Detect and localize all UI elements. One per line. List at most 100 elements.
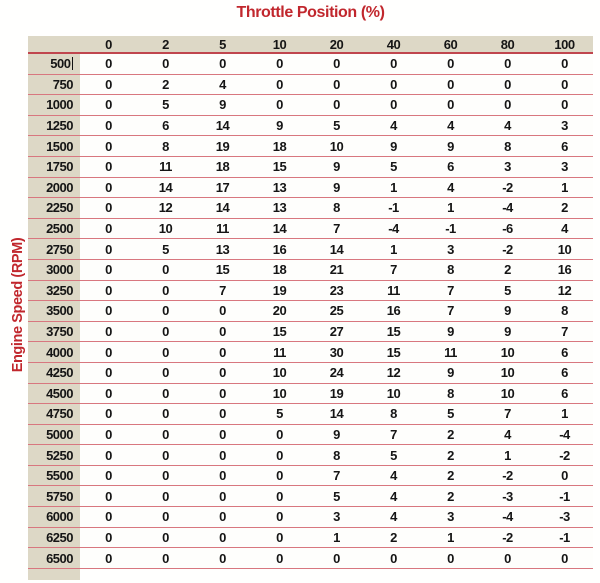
map-cell[interactable]: 4: [504, 118, 511, 134]
map-cell[interactable]: 1: [504, 447, 511, 463]
map-cell[interactable]: 0: [447, 550, 454, 566]
map-cell[interactable]: 0: [219, 385, 226, 401]
map-cell[interactable]: 3: [447, 509, 454, 525]
map-cell[interactable]: 0: [561, 550, 568, 566]
map-cell[interactable]: 5: [333, 118, 340, 134]
map-cell[interactable]: 0: [162, 385, 169, 401]
map-cell[interactable]: 0: [105, 488, 112, 504]
map-cell[interactable]: 0: [105, 282, 112, 298]
map-cell[interactable]: 0: [219, 550, 226, 566]
map-cell[interactable]: 0: [105, 221, 112, 237]
map-cell[interactable]: 0: [162, 406, 169, 422]
map-cell[interactable]: 0: [504, 56, 511, 72]
map-cell[interactable]: 15: [272, 324, 287, 340]
map-cell[interactable]: 13: [272, 200, 287, 216]
map-cell[interactable]: 0: [333, 76, 340, 92]
map-cell[interactable]: -1: [388, 200, 399, 216]
map-cell[interactable]: 4: [219, 76, 226, 92]
map-cell[interactable]: 0: [105, 447, 112, 463]
map-cell[interactable]: 0: [276, 97, 283, 113]
map-cell[interactable]: 0: [276, 488, 283, 504]
map-cell[interactable]: 25: [329, 303, 344, 319]
map-cell[interactable]: 0: [105, 76, 112, 92]
map-cell[interactable]: 1: [333, 529, 340, 545]
map-cell[interactable]: -4: [559, 426, 570, 442]
map-cell[interactable]: 0: [162, 488, 169, 504]
map-cell[interactable]: 0: [105, 159, 112, 175]
map-cell[interactable]: 0: [162, 529, 169, 545]
map-cell[interactable]: 7: [561, 324, 568, 340]
map-cell[interactable]: 18: [272, 138, 287, 154]
map-cell[interactable]: 10: [272, 385, 287, 401]
map-cell[interactable]: 8: [333, 200, 340, 216]
map-cell[interactable]: 10: [500, 365, 515, 381]
map-cell[interactable]: 0: [390, 76, 397, 92]
map-cell[interactable]: 0: [276, 468, 283, 484]
map-cell[interactable]: 2: [447, 468, 454, 484]
map-cell[interactable]: 14: [215, 118, 230, 134]
map-cell[interactable]: 0: [162, 303, 169, 319]
map-cell[interactable]: 4: [390, 488, 397, 504]
map-cell[interactable]: 10: [557, 241, 572, 257]
map-cell[interactable]: 11: [273, 344, 286, 360]
map-cell[interactable]: 16: [386, 303, 401, 319]
map-cell[interactable]: 3: [333, 509, 340, 525]
map-cell[interactable]: 2: [447, 488, 454, 504]
map-cell[interactable]: 9: [390, 138, 397, 154]
map-cell[interactable]: 0: [504, 76, 511, 92]
map-cell[interactable]: 7: [333, 221, 340, 237]
map-cell[interactable]: 0: [447, 97, 454, 113]
map-cell[interactable]: 0: [447, 56, 454, 72]
map-cell[interactable]: 5: [504, 282, 511, 298]
map-cell[interactable]: 0: [219, 529, 226, 545]
map-cell[interactable]: 27: [329, 324, 344, 340]
map-cell[interactable]: 4: [390, 118, 397, 134]
map-cell[interactable]: 6: [162, 118, 169, 134]
map-cell[interactable]: 7: [447, 303, 454, 319]
map-cell[interactable]: 0: [276, 56, 283, 72]
map-cell[interactable]: 3: [561, 118, 568, 134]
map-cell[interactable]: 8: [390, 406, 397, 422]
map-cell[interactable]: 5: [390, 159, 397, 175]
map-cell[interactable]: 10: [272, 365, 287, 381]
map-cell[interactable]: 0: [219, 303, 226, 319]
map-cell[interactable]: 0: [105, 97, 112, 113]
map-cell[interactable]: 0: [162, 56, 169, 72]
map-cell[interactable]: 5: [162, 97, 169, 113]
map-cell[interactable]: 0: [105, 179, 112, 195]
map-cell[interactable]: 9: [333, 159, 340, 175]
map-cell[interactable]: 15: [272, 159, 287, 175]
map-cell[interactable]: -1: [559, 488, 570, 504]
map-cell[interactable]: 8: [504, 138, 511, 154]
map-cell[interactable]: 0: [105, 200, 112, 216]
map-cell[interactable]: 19: [329, 385, 344, 401]
map-cell[interactable]: 18: [215, 159, 230, 175]
map-cell[interactable]: 0: [390, 97, 397, 113]
map-cell[interactable]: 0: [105, 406, 112, 422]
map-cell[interactable]: 30: [329, 344, 344, 360]
map-cell[interactable]: 11: [159, 159, 172, 175]
map-cell[interactable]: 14: [272, 221, 287, 237]
map-cell[interactable]: 0: [447, 76, 454, 92]
map-cell[interactable]: 0: [105, 56, 112, 72]
map-cell[interactable]: 2: [447, 447, 454, 463]
map-cell[interactable]: 1: [390, 241, 397, 257]
map-cell[interactable]: 0: [105, 529, 112, 545]
map-cell[interactable]: 9: [276, 118, 283, 134]
map-cell[interactable]: 15: [386, 324, 401, 340]
map-cell[interactable]: 0: [219, 56, 226, 72]
map-cell[interactable]: -2: [502, 529, 513, 545]
map-cell[interactable]: 4: [504, 426, 511, 442]
map-cell[interactable]: 0: [219, 488, 226, 504]
map-cell[interactable]: 5: [390, 447, 397, 463]
map-cell[interactable]: 12: [386, 365, 401, 381]
map-cell[interactable]: 17: [215, 179, 230, 195]
map-cell[interactable]: 1: [447, 200, 454, 216]
map-cell[interactable]: 10: [386, 385, 401, 401]
map-cell[interactable]: 6: [561, 138, 568, 154]
map-cell[interactable]: 0: [333, 550, 340, 566]
map-cell[interactable]: 9: [504, 303, 511, 319]
map-cell[interactable]: 14: [215, 200, 230, 216]
map-cell[interactable]: 0: [162, 426, 169, 442]
map-cell[interactable]: 4: [447, 118, 454, 134]
